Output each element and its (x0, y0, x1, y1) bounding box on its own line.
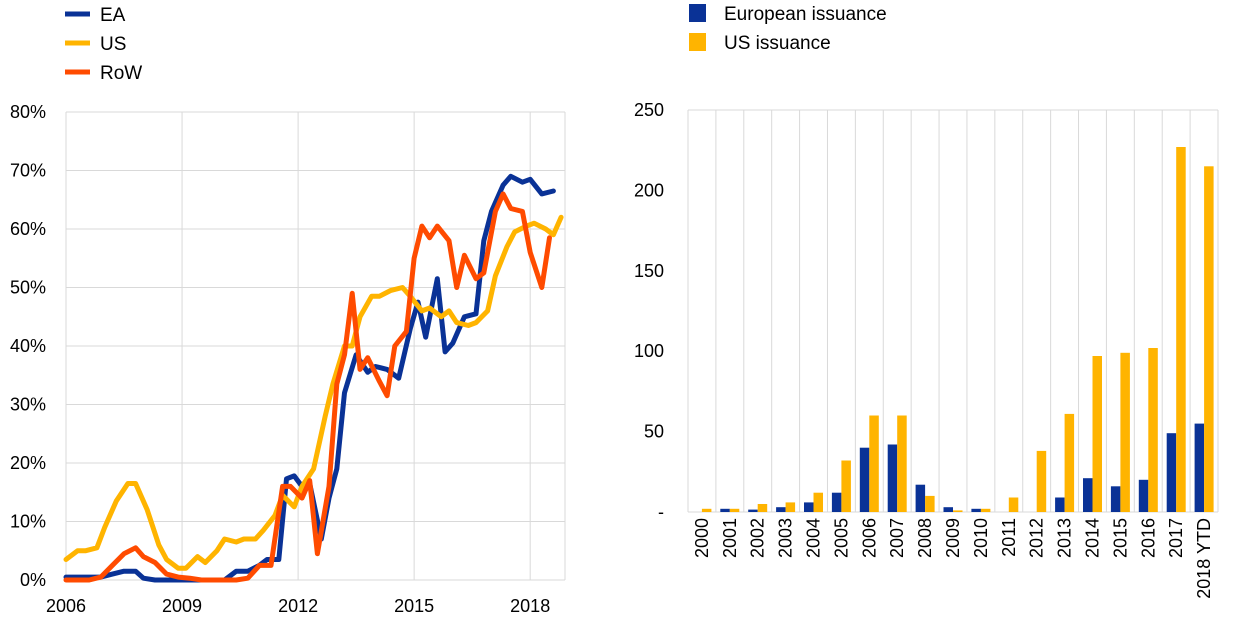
bar-european-issuance (831, 492, 842, 512)
bar-european-issuance (804, 502, 814, 512)
bar-chart-x-tick-label: 2013 (1055, 518, 1075, 558)
bar-us-issuance (980, 508, 991, 512)
legend-label-row: RoW (100, 63, 142, 84)
legend-swatch-european-issuance (689, 4, 706, 22)
line-chart-x-tick-label: 2009 (162, 596, 202, 616)
bar-chart-x-tick-label: 2002 (748, 518, 768, 558)
bar-chart-x-tick-label: 2011 (999, 518, 1019, 557)
bar-chart-x-tick-label: 2006 (859, 518, 879, 558)
line-chart: 0% 10% 20% 30% 40% 50% 60% 70% 80% 2006 2009 2012 20… (10, 5, 566, 616)
bar-us-issuance (757, 504, 768, 512)
bar-chart-x-tick-label: 2014 (1082, 518, 1102, 558)
line-chart-x-tick-label: 2018 (510, 596, 550, 616)
bar-chart: - 50 100 150 200 250 2000 2001 2002 2003 2004 2005 2… (634, 4, 1219, 599)
bar-european-issuance (1138, 479, 1149, 512)
line-chart-y-tick-label: 20% (10, 453, 46, 473)
bar-european-issuance (720, 508, 730, 512)
bar-chart-x-tick-label: 2008 (915, 518, 935, 558)
bar-european-issuance (1194, 423, 1205, 512)
legend-swatch-us-issuance (689, 33, 706, 51)
legend-label-ea: EA (100, 5, 126, 26)
bar-european-issuance (971, 508, 981, 512)
bar-us-issuance (813, 492, 823, 512)
bar-european-issuance (776, 507, 786, 512)
bar-chart-x-tick-label: 2009 (943, 518, 963, 558)
legend-label-us: US (100, 34, 126, 55)
bar-us-issuance (1008, 497, 1019, 512)
bar-us-issuance (701, 508, 712, 512)
bar-us-issuance (1148, 348, 1158, 512)
bar-us-issuance (729, 508, 740, 512)
line-chart-y-tick-label: 60% (10, 219, 46, 239)
bar-european-issuance (859, 447, 870, 512)
bar-european-issuance (943, 507, 953, 512)
bar-chart-x-tick-label: 2004 (804, 518, 824, 558)
bar-us-issuance (1204, 166, 1214, 513)
bar-chart-y-tick-label: 250 (634, 100, 664, 120)
bar-chart-y-tick-label: 50 (644, 422, 664, 442)
bar-chart-x-tick-label: 2016 (1138, 518, 1158, 558)
bar-us-issuance (1036, 450, 1047, 512)
line-chart-y-tick-label: 40% (10, 336, 46, 356)
line-chart-x-tick-label: 2006 (46, 596, 86, 616)
line-chart-y-tick-label: 80% (10, 102, 46, 122)
bar-chart-y-tick-label: 150 (634, 261, 664, 281)
bar-european-issuance (887, 444, 898, 512)
bar-chart-y-tick-label: - (658, 502, 664, 522)
bar-chart-x-tick-label: 2003 (776, 518, 796, 558)
bar-us-issuance (925, 495, 935, 512)
bar-us-issuance (785, 502, 796, 512)
bar-european-issuance (915, 484, 926, 512)
bar-chart-x-tick-label: 2018 YTD (1194, 518, 1214, 599)
bar-chart-x-tick-label: 2015 (1110, 518, 1130, 558)
bar-us-issuance (1176, 147, 1186, 512)
bar-european-issuance (1110, 486, 1121, 512)
bar-european-issuance (1166, 433, 1177, 512)
bar-european-issuance (1083, 478, 1093, 512)
bar-us-issuance (869, 415, 879, 512)
line-series-row (63, 191, 552, 583)
line-chart-y-tick-label: 50% (10, 278, 46, 298)
bar-chart-x-tick-label: 2012 (1027, 518, 1047, 558)
bar-chart-x-tick-label: 2001 (720, 518, 740, 558)
bar-us-issuance (953, 510, 963, 512)
line-series-us (63, 214, 564, 571)
line-chart-y-tick-label: 70% (10, 161, 46, 181)
bar-chart-y-tick-label: 200 (634, 180, 664, 200)
bar-us-issuance (897, 415, 907, 512)
bar-us-issuance (1120, 352, 1130, 512)
line-chart-y-tick-label: 10% (10, 512, 46, 532)
bar-chart-x-tick-label: 2017 (1166, 518, 1186, 558)
bar-chart-x-tick-label: 2005 (831, 518, 851, 558)
legend-label-us-issuance: US issuance (724, 33, 831, 54)
bar-us-issuance (1092, 356, 1102, 512)
line-chart-x-tick-label: 2015 (394, 596, 434, 616)
line-chart-y-tick-label: 30% (10, 395, 46, 415)
bar-chart-x-tick-label: 2000 (692, 518, 712, 558)
line-chart-y-tick-label: 0% (20, 570, 46, 590)
bar-us-issuance (1064, 413, 1075, 512)
line-series-ea (63, 173, 556, 583)
bar-chart-y-tick-label: 100 (634, 341, 664, 361)
bar-chart-x-tick-label: 2007 (887, 518, 907, 558)
legend-label-european-issuance: European issuance (724, 4, 887, 25)
bar-european-issuance (1055, 497, 1065, 512)
bar-us-issuance (841, 460, 851, 512)
bar-european-issuance (748, 509, 758, 512)
line-chart-x-tick-label: 2012 (278, 596, 318, 616)
bar-chart-x-tick-label: 2010 (971, 518, 991, 558)
